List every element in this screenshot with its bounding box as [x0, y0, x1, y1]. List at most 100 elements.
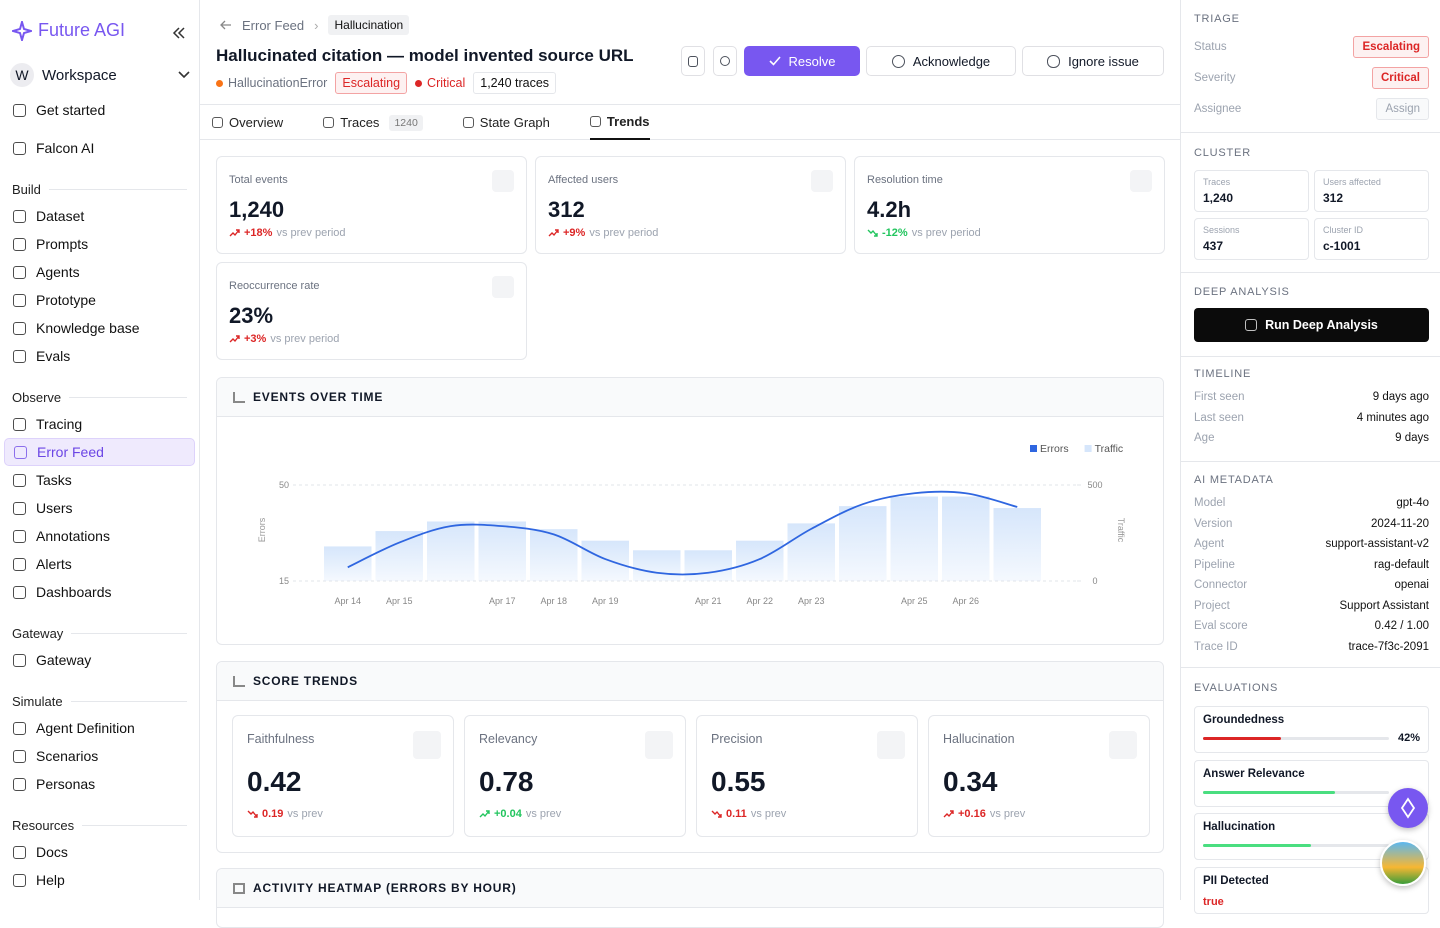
nav-item[interactable]: Error Feed	[4, 438, 195, 466]
severity-text: Critical	[427, 76, 466, 90]
nav-item[interactable]: Knowledge base	[4, 314, 195, 342]
tab[interactable]: Trends	[589, 105, 650, 140]
triage-value[interactable]: Assign	[1376, 98, 1429, 120]
score-label: Relevancy	[479, 732, 538, 746]
timeline-row: Age 9 days	[1194, 432, 1429, 444]
nav-item[interactable]: Evals	[4, 342, 195, 370]
legend-label: Errors	[1040, 443, 1069, 455]
metadata-label: Pipeline	[1194, 558, 1235, 571]
collapse[interactable]	[172, 26, 186, 40]
x-tick-label: Apr 21	[695, 596, 722, 606]
nav-item[interactable]: Users	[4, 494, 195, 522]
kpi-change: -12% vs prev period	[867, 227, 981, 239]
nav-item[interactable]: Alerts	[4, 550, 195, 578]
score-change: 0.11 vs prev	[711, 808, 786, 820]
nav-item[interactable]: Tracing	[4, 410, 195, 438]
score-icon	[413, 731, 441, 759]
resolve-button[interactable]: Resolve	[744, 46, 860, 76]
nav-item[interactable]: Personas	[4, 770, 195, 798]
score-card: Hallucination 0.34 +0.16 vs prev	[928, 715, 1150, 837]
kpi-icon	[1130, 170, 1152, 192]
score-change: 0.19 vs prev	[247, 808, 323, 820]
crumb[interactable]: Error Feed	[242, 17, 305, 33]
x-tick-label: Apr 25	[901, 596, 928, 606]
divider	[1181, 132, 1440, 133]
nav-item[interactable]: Scenarios	[4, 742, 195, 770]
tab[interactable]: Traces 1240	[323, 105, 423, 140]
nav-item[interactable]: Prototype	[4, 286, 195, 314]
x-tick-label: Apr 18	[540, 596, 567, 606]
nav-icon	[13, 103, 26, 117]
cluster-cell: Cluster ID c-1001	[1314, 218, 1429, 260]
workspace[interactable]: W Workspace	[10, 62, 190, 88]
nav-item[interactable]: Agent Definition	[4, 714, 195, 742]
metadata-row: Agent support-assistant-v2	[1194, 538, 1429, 550]
acknowledge-button[interactable]: Acknowledge	[866, 46, 1016, 76]
back[interactable]	[220, 20, 232, 30]
nav-item[interactable]: Prompts	[4, 230, 195, 258]
copy-button[interactable]	[681, 46, 705, 76]
score-trends-card: SCORE TRENDS Faithfulness 0.42 0.19 vs prev…	[216, 661, 1164, 853]
traffic-bar	[942, 496, 990, 581]
triage-label: Assignee	[1194, 103, 1242, 115]
nav-label: Dashboards	[36, 584, 112, 600]
heatmap-title: ACTIVITY HEATMAP (ERRORS BY HOUR)	[253, 881, 517, 895]
cluster-value: 1,240	[1203, 191, 1234, 205]
nav-item[interactable]: Falcon AI	[4, 134, 195, 162]
x-tick-label: Apr 26	[952, 596, 979, 606]
nav-icon	[13, 417, 26, 431]
nav-item[interactable]: Dataset	[4, 202, 195, 230]
nav-icon	[13, 265, 26, 279]
nav-item[interactable]: Annotations	[4, 522, 195, 550]
share-button[interactable]	[713, 46, 737, 76]
tab-label: Overview	[229, 115, 284, 130]
tab[interactable]: Overview	[212, 105, 283, 140]
triage-value[interactable]: Escalating	[1353, 36, 1429, 58]
nav-item[interactable]: Help	[4, 866, 195, 894]
traffic-bar	[478, 521, 526, 581]
workspace-avatar: W	[10, 63, 34, 87]
timeline-label: Last seen	[1194, 411, 1244, 424]
metadata-value: gpt-4o	[1396, 497, 1429, 509]
kpi-icon	[492, 276, 514, 298]
assistant-button[interactable]	[1388, 788, 1428, 828]
nav-label: Help	[36, 872, 65, 888]
timeline-label: First seen	[1194, 391, 1245, 403]
timeline-row: First seen 9 days ago	[1194, 391, 1429, 403]
nav-label: Tasks	[36, 472, 72, 488]
y2-tick-label: 0	[1092, 576, 1097, 586]
traffic-bar	[736, 540, 784, 581]
nav-label: Knowledge base	[36, 320, 140, 336]
traffic-bar	[375, 531, 423, 581]
kpi-note: vs prev period	[276, 227, 346, 239]
triage-value[interactable]: Critical	[1372, 67, 1429, 89]
score-label: Precision	[711, 732, 763, 746]
avatar[interactable]	[1380, 840, 1426, 886]
kpi-change-value: -12%	[882, 227, 908, 239]
tab-count: 1240	[389, 114, 423, 131]
nav-item[interactable]: Tasks	[4, 466, 195, 494]
nav-label: Prompts	[36, 236, 89, 252]
traffic-bar	[633, 550, 681, 581]
issue-title: Hallucinated citation — model invented s…	[216, 46, 634, 65]
ignore-button[interactable]: Ignore issue	[1022, 46, 1164, 76]
nav-item[interactable]: Dashboards	[4, 578, 195, 606]
tab[interactable]: State Graph	[462, 105, 550, 140]
nav-label: Docs	[36, 844, 68, 860]
score-value: 0.42	[247, 766, 302, 797]
tab-icon	[323, 117, 335, 128]
legend-swatch	[1084, 445, 1092, 452]
ignore-label: Ignore issue	[1068, 53, 1139, 69]
kpi-card: Affected users 312 +9% vs prev period	[535, 156, 846, 254]
brand[interactable]: Future AGI	[12, 20, 125, 41]
nav-item[interactable]: Docs	[4, 838, 195, 866]
timeline-label: Age	[1194, 432, 1215, 444]
nav-item[interactable]: Gateway	[4, 646, 195, 674]
nav-item[interactable]: Agents	[4, 258, 195, 286]
triage-row: Status Escalating	[1194, 35, 1429, 59]
nav-item[interactable]: Get started	[4, 96, 195, 124]
deep-analysis-button[interactable]: Run Deep Analysis	[1194, 308, 1429, 342]
metadata-row: Trace ID trace-7f3c-2091	[1194, 641, 1429, 653]
trend-icon	[711, 810, 722, 818]
nav-icon	[13, 557, 26, 571]
